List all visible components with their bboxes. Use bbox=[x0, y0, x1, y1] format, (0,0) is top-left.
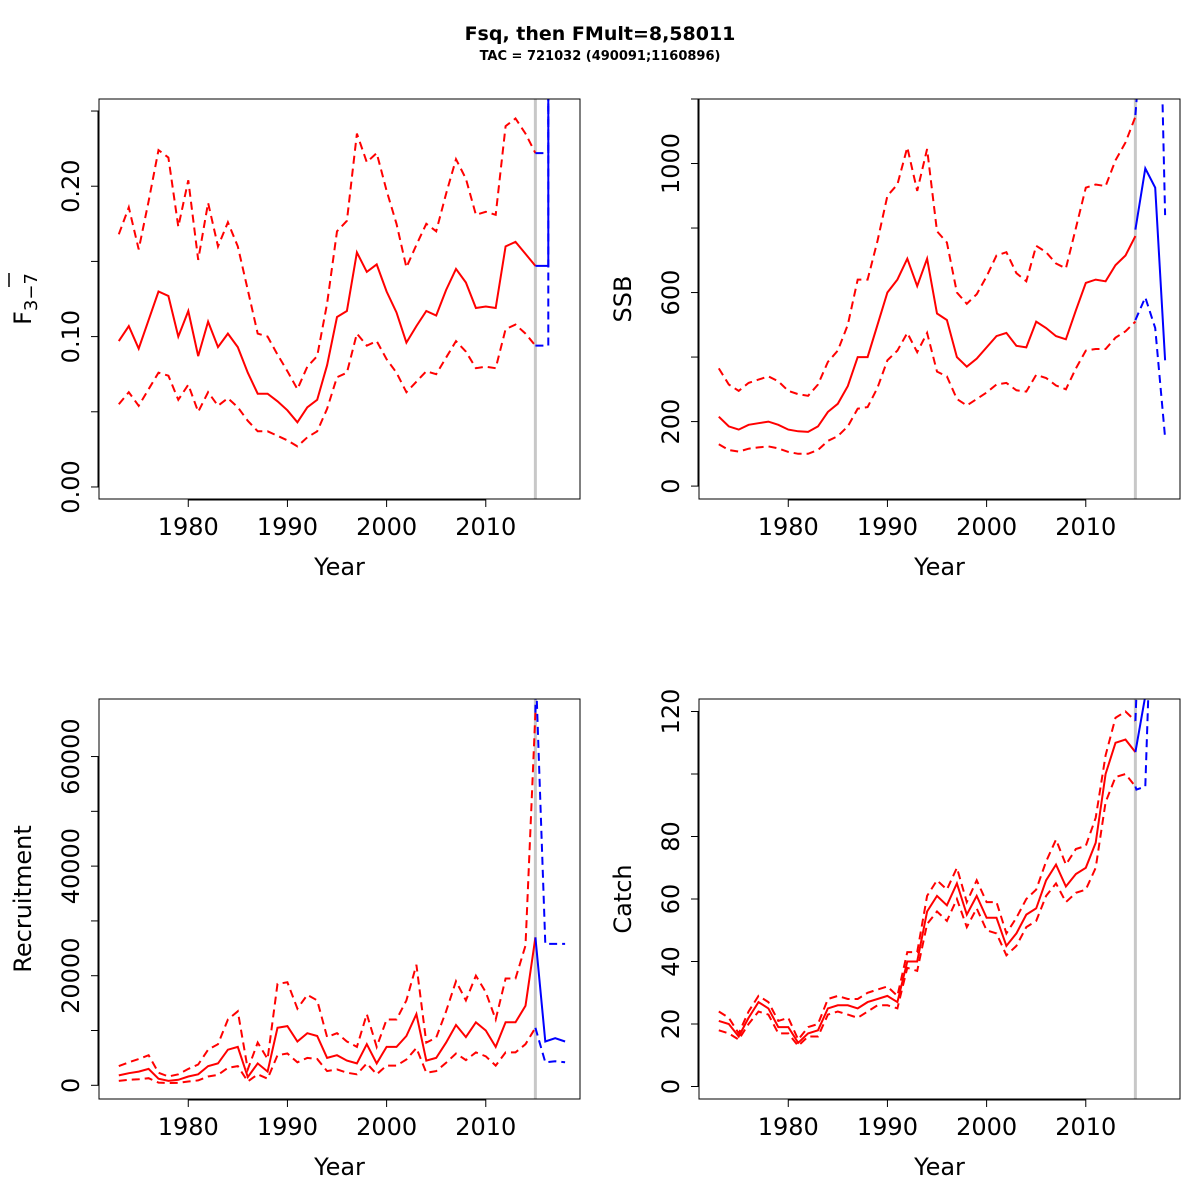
plot-frame bbox=[98, 698, 581, 1100]
historic-median-line bbox=[117, 240, 537, 424]
historic-median-line bbox=[118, 937, 537, 1082]
y-axis-label: Catch bbox=[609, 864, 637, 933]
y-tick-label: 20 bbox=[657, 1009, 685, 1040]
forecast-median-line bbox=[1134, 699, 1146, 753]
x-axis: 1980 1990 2000 2010 Year bbox=[758, 1099, 1116, 1181]
ssb-panel: 1980 1990 2000 2010 Year 0 200 600 1000 SSB bbox=[609, 98, 1181, 581]
x-axis: 1980 1990 2000 2010 Year bbox=[158, 499, 516, 581]
forecast-upper-bound-line bbox=[534, 699, 566, 945]
recruitment-panel: 1980 1990 2000 2010 Year 0 20000 40000 60000 Recr… bbox=[9, 698, 581, 1181]
x-tick-label: 1990 bbox=[257, 513, 318, 541]
y-tick-label: 60000 bbox=[57, 718, 85, 794]
x-axis-label: Year bbox=[913, 1153, 965, 1181]
forecast-median-line bbox=[535, 99, 550, 267]
historic-median-line bbox=[718, 738, 1137, 1045]
forecast-upper-bound-line bbox=[535, 99, 550, 155]
figure-subtitle: TAC = 721032 (490091;1160896) bbox=[480, 49, 721, 64]
x-axis-label: Year bbox=[313, 1153, 365, 1181]
figure-title: Fsq, then FMult=8,58011 bbox=[465, 23, 736, 45]
x-axis: 1980 1990 2000 2010 Year bbox=[758, 499, 1116, 581]
y-tick-label: 40 bbox=[657, 946, 685, 977]
x-axis-label: Year bbox=[913, 553, 965, 581]
forecast-median-line bbox=[1134, 165, 1167, 361]
y-axis-label: Recruitment bbox=[9, 825, 37, 972]
x-axis-label: Year bbox=[313, 553, 365, 581]
x-tick-label: 1980 bbox=[158, 1113, 219, 1141]
x-tick-label: 1990 bbox=[257, 1113, 318, 1141]
series-group bbox=[718, 699, 1150, 1048]
series-group bbox=[118, 699, 566, 1085]
panels: 1980 1990 2000 2010Year0.000.100.20F3−71980… bbox=[8, 98, 1181, 1181]
historic-upper-bound-line bbox=[117, 117, 537, 392]
forecast-upper-bound-line bbox=[1134, 699, 1138, 721]
series-group bbox=[717, 99, 1167, 455]
y-axis-label: F3−7 bbox=[9, 273, 42, 325]
historic-lower-bound-line bbox=[118, 1027, 537, 1085]
forecast-median-line bbox=[534, 937, 566, 1043]
x-tick-label: 2010 bbox=[455, 513, 516, 541]
historic-upper-bound-line bbox=[717, 116, 1137, 397]
forecast-lower-bound-line bbox=[1134, 294, 1167, 438]
catch-panel: 1980 1990 2000 2010 Year 0 20 40 60 80 120 Catch bbox=[609, 689, 1181, 1181]
x-tick-label: 1980 bbox=[758, 1113, 819, 1141]
forecast-lower-bound-line bbox=[534, 1027, 566, 1064]
x-tick-label: 1980 bbox=[158, 513, 219, 541]
f-bar-panel: 1980 1990 2000 2010 Year 0.00 0.10 0.20 F3−7 bbox=[8, 98, 581, 581]
historic-lower-bound-line bbox=[718, 772, 1137, 1048]
x-tick-label: 2010 bbox=[455, 1113, 516, 1141]
historic-upper-bound-line bbox=[118, 712, 537, 1078]
y-tick-label: 20000 bbox=[57, 938, 85, 1014]
plot-frame bbox=[698, 98, 1181, 500]
y-axis: 0 20 40 60 80 120 Catch bbox=[609, 689, 699, 1094]
y-tick-label: 600 bbox=[657, 270, 685, 316]
x-tick-label: 1990 bbox=[857, 513, 918, 541]
y-axis: 0.00 0.10 0.20 F3−7 bbox=[8, 110, 99, 514]
y-tick-label: 120 bbox=[657, 689, 685, 735]
x-tick-label: 2000 bbox=[356, 513, 417, 541]
x-tick-label: 2000 bbox=[956, 513, 1017, 541]
x-axis: 1980 1990 2000 2010 Year bbox=[158, 1099, 516, 1181]
historic-median-line bbox=[718, 235, 1137, 433]
y-axis-label: SSB bbox=[609, 276, 637, 323]
y-tick-label: 0.20 bbox=[57, 159, 85, 212]
x-tick-label: 2010 bbox=[1055, 513, 1116, 541]
x-tick-label: 1980 bbox=[758, 513, 819, 541]
plot-frame bbox=[98, 98, 581, 500]
x-tick-label: 1990 bbox=[857, 1113, 918, 1141]
y-tick-label: 0 bbox=[657, 1079, 685, 1094]
forecast-lower-bound-line bbox=[535, 99, 550, 347]
y-tick-label: 0.10 bbox=[57, 310, 85, 363]
y-axis: 0 200 600 1000 SSB bbox=[609, 98, 699, 494]
y-tick-label: 0 bbox=[657, 478, 685, 493]
y-tick-label: 200 bbox=[657, 399, 685, 445]
y-tick-label: 0.00 bbox=[57, 460, 85, 513]
y-tick-label: 40000 bbox=[57, 828, 85, 904]
forecast-upper-bound-line bbox=[1134, 99, 1167, 216]
forecast-lower-bound-line bbox=[1134, 699, 1150, 791]
y-tick-label: 80 bbox=[657, 821, 685, 852]
historic-lower-bound-line bbox=[118, 323, 537, 448]
historic-upper-bound-line bbox=[718, 710, 1137, 1042]
y-tick-label: 1000 bbox=[657, 133, 685, 194]
historic-lower-bound-line bbox=[718, 320, 1137, 455]
y-axis: 0 20000 40000 60000 Recruitment bbox=[9, 718, 99, 1093]
x-tick-label: 2000 bbox=[356, 1113, 417, 1141]
y-tick-label: 60 bbox=[657, 884, 685, 915]
y-tick-label: 0 bbox=[57, 1078, 85, 1093]
x-tick-label: 2010 bbox=[1055, 1113, 1116, 1141]
x-tick-label: 2000 bbox=[956, 1113, 1017, 1141]
series-group bbox=[117, 99, 550, 448]
